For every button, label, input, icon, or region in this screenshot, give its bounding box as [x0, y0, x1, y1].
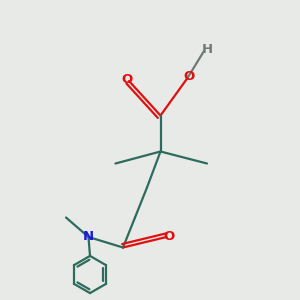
Text: H: H — [201, 43, 213, 56]
Text: N: N — [83, 230, 94, 244]
Text: O: O — [122, 73, 133, 86]
Text: O: O — [164, 230, 175, 244]
Text: O: O — [183, 70, 195, 83]
